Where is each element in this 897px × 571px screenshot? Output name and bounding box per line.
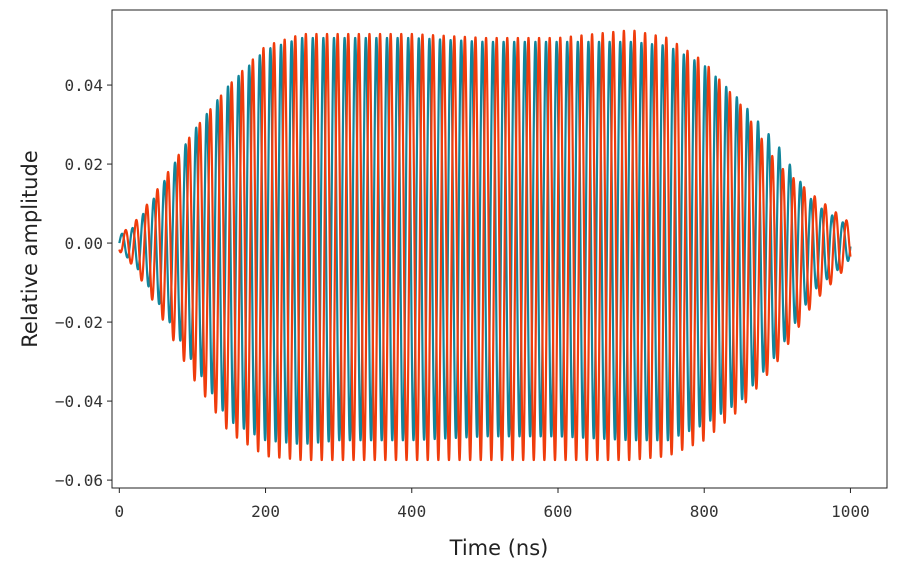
x-tick-label: 200 [251, 502, 280, 521]
y-tick-label: −0.04 [55, 392, 103, 411]
x-tick-label: 600 [544, 502, 573, 521]
y-tick-label: 0.00 [64, 234, 103, 253]
series-line-2 [118, 29, 852, 462]
y-tick-label: −0.02 [55, 313, 103, 332]
y-tick-label: 0.04 [64, 76, 103, 95]
series-layer [118, 29, 852, 462]
x-tick-label: 0 [114, 502, 124, 521]
x-tick-label: 800 [690, 502, 719, 521]
y-axis-label: Relative amplitude [18, 150, 42, 347]
x-axis-label: Time (ns) [449, 536, 549, 560]
y-tick-label: −0.06 [55, 471, 103, 490]
y-tick-label: 0.02 [64, 155, 103, 174]
x-tick-label: 1000 [831, 502, 870, 521]
y-axis: 0.04 0.02 0.00 −0.02 −0.04 −0.06 [55, 76, 112, 490]
x-axis: 0 200 400 600 800 1000 [114, 488, 870, 521]
plot-frame [111, 9, 888, 489]
x-tick-label: 400 [397, 502, 426, 521]
